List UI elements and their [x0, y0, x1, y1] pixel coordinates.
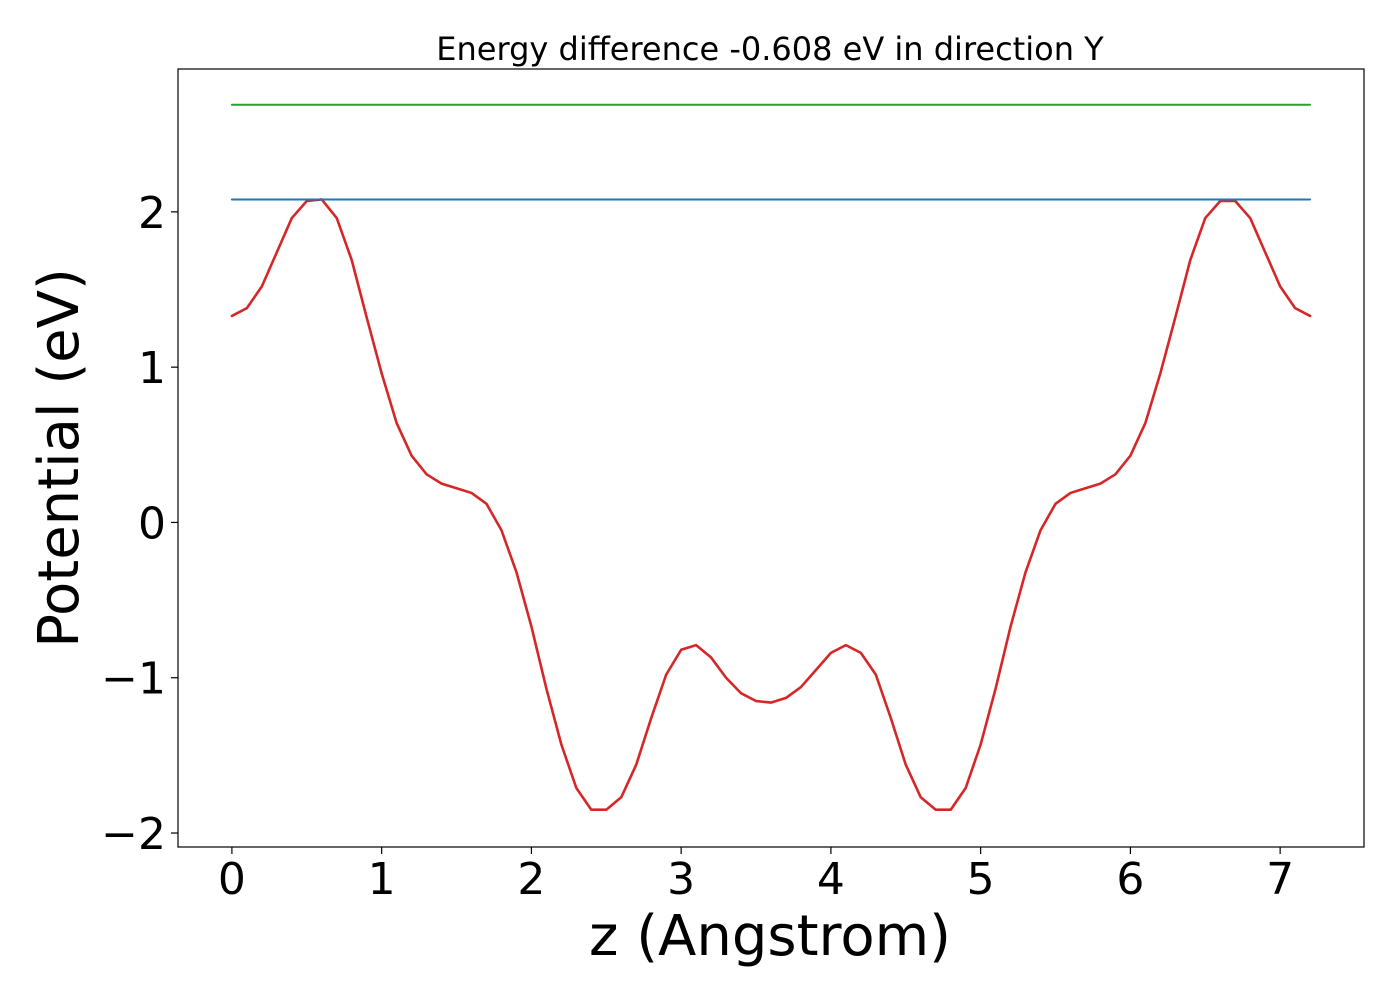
- chart-title: Energy difference -0.608 eV in direction…: [436, 30, 1104, 68]
- x-tick-label: 5: [967, 854, 995, 905]
- plot-frame: [177, 68, 1365, 848]
- x-tick-label: 1: [368, 854, 396, 905]
- x-tick-label: 3: [667, 854, 695, 905]
- y-axis: −2 −1 0 1 2: [101, 188, 178, 860]
- y-tick-label: 0: [138, 498, 166, 549]
- x-tick-label: 4: [817, 854, 845, 905]
- x-tick-label: 7: [1266, 854, 1294, 905]
- x-axis: 0 1 2 3 4 5 6 7: [218, 847, 1294, 905]
- y-tick-label: 1: [138, 343, 166, 394]
- series-line-0: [230, 198, 1312, 812]
- x-axis-label: z (Angstrom): [589, 904, 951, 969]
- x-tick-label: 0: [218, 854, 246, 905]
- x-tick-label: 2: [517, 854, 545, 905]
- y-tick-label: −1: [101, 654, 166, 705]
- series-layer: [230, 103, 1312, 812]
- x-tick-label: 6: [1116, 854, 1144, 905]
- y-axis-label: Potential (eV): [27, 268, 92, 648]
- y-tick-label: −2: [101, 809, 166, 860]
- y-tick-label: 2: [138, 188, 166, 239]
